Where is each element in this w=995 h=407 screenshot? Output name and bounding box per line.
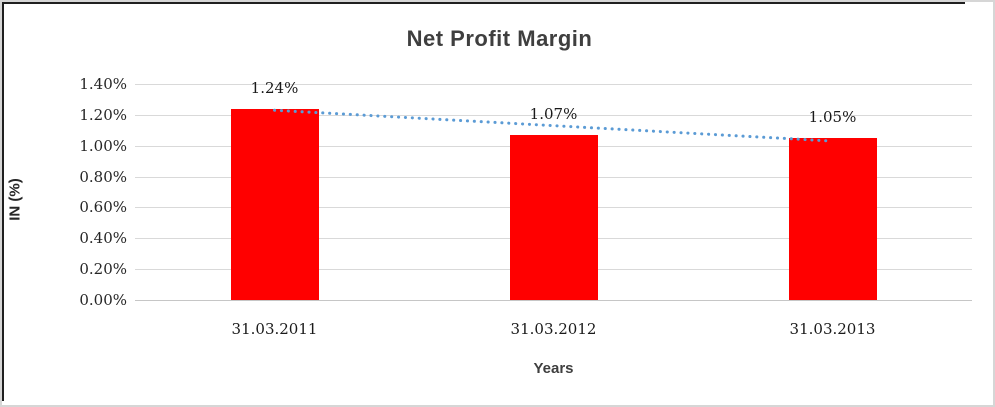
bar-data-label: 1.07% (529, 104, 578, 123)
bar (788, 138, 877, 300)
category-label: 31.03.2013 (789, 320, 876, 338)
frame-border-left (2, 2, 4, 401)
y-tick-label: 0.60% (79, 198, 127, 217)
x-axis-title: Years (533, 360, 574, 377)
bar-data-label: 1.05% (808, 108, 857, 126)
y-tick-label: 1.40% (79, 75, 127, 93)
y-tick-label: 0.20% (79, 260, 127, 279)
bar-data-label: 1.24% (250, 78, 299, 97)
category-label: 31.03.2011 (231, 320, 318, 338)
frame-border-top (2, 2, 965, 4)
y-tick-label: 1.20% (79, 105, 127, 124)
bar (509, 134, 598, 300)
bar (230, 108, 319, 300)
y-tick-label: 0.00% (79, 291, 127, 309)
y-tick-label: 0.80% (79, 167, 127, 186)
gridline (135, 84, 972, 85)
x-axis-line (135, 300, 972, 301)
chart-title: Net Profit Margin (406, 26, 593, 51)
y-tick-label: 0.40% (79, 229, 127, 248)
y-tick-label: 1.00% (79, 136, 127, 155)
category-label: 31.03.2012 (510, 320, 597, 338)
